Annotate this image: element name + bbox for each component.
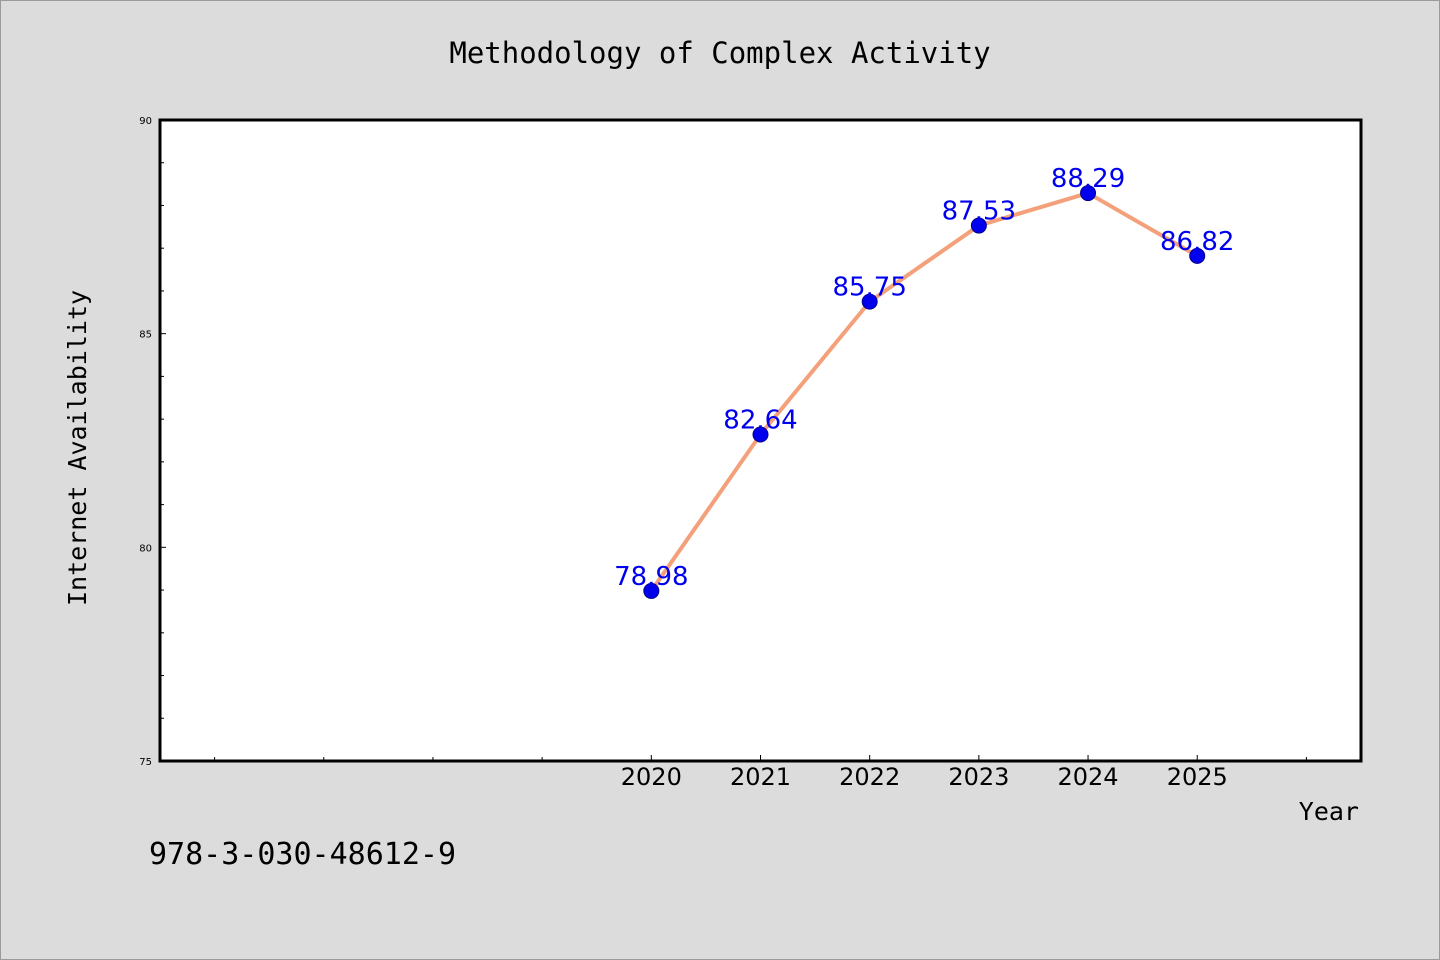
y-tick-label: 85 [139, 330, 152, 341]
y-tick-label: 90 [139, 116, 152, 127]
data-label: 82.64 [723, 406, 797, 436]
x-axis: 2020 2021 2022 2023 2024 2025 [214, 755, 1307, 791]
y-tick-label: 75 [139, 757, 152, 768]
data-point [643, 582, 660, 599]
x-tick-label: 2022 [839, 763, 900, 791]
x-tick-label: 2020 [621, 763, 682, 791]
footer-code: 978-3-030-48612-9 [149, 837, 456, 872]
data-label: 87.53 [942, 197, 1016, 227]
data-point [1189, 247, 1206, 264]
data-label: 86.82 [1160, 227, 1234, 257]
x-tick-label: 2023 [948, 763, 1009, 791]
series-line [649, 191, 1200, 593]
series-group [643, 185, 1206, 599]
y-axis-label: Internet Availability [63, 290, 92, 606]
data-label: 78.98 [614, 562, 688, 592]
x-tick-label: 2021 [730, 763, 791, 791]
data-point [752, 426, 769, 443]
x-tick-label: 2025 [1167, 763, 1228, 791]
data-point [970, 217, 987, 234]
data-labels-group: 78.98 82.64 85.75 87.53 88.29 86.82 [614, 164, 1234, 592]
data-label: 85.75 [832, 273, 906, 303]
data-point [861, 293, 878, 310]
y-tick-label: 80 [139, 543, 152, 554]
x-axis-label: Year [1299, 797, 1359, 826]
chart-title: Methodology of Complex Activity [449, 36, 990, 70]
y-axis: 75 80 85 90 [139, 116, 166, 768]
data-label: 88.29 [1051, 164, 1125, 194]
x-tick-label: 2024 [1058, 763, 1119, 791]
data-point [1080, 185, 1097, 202]
